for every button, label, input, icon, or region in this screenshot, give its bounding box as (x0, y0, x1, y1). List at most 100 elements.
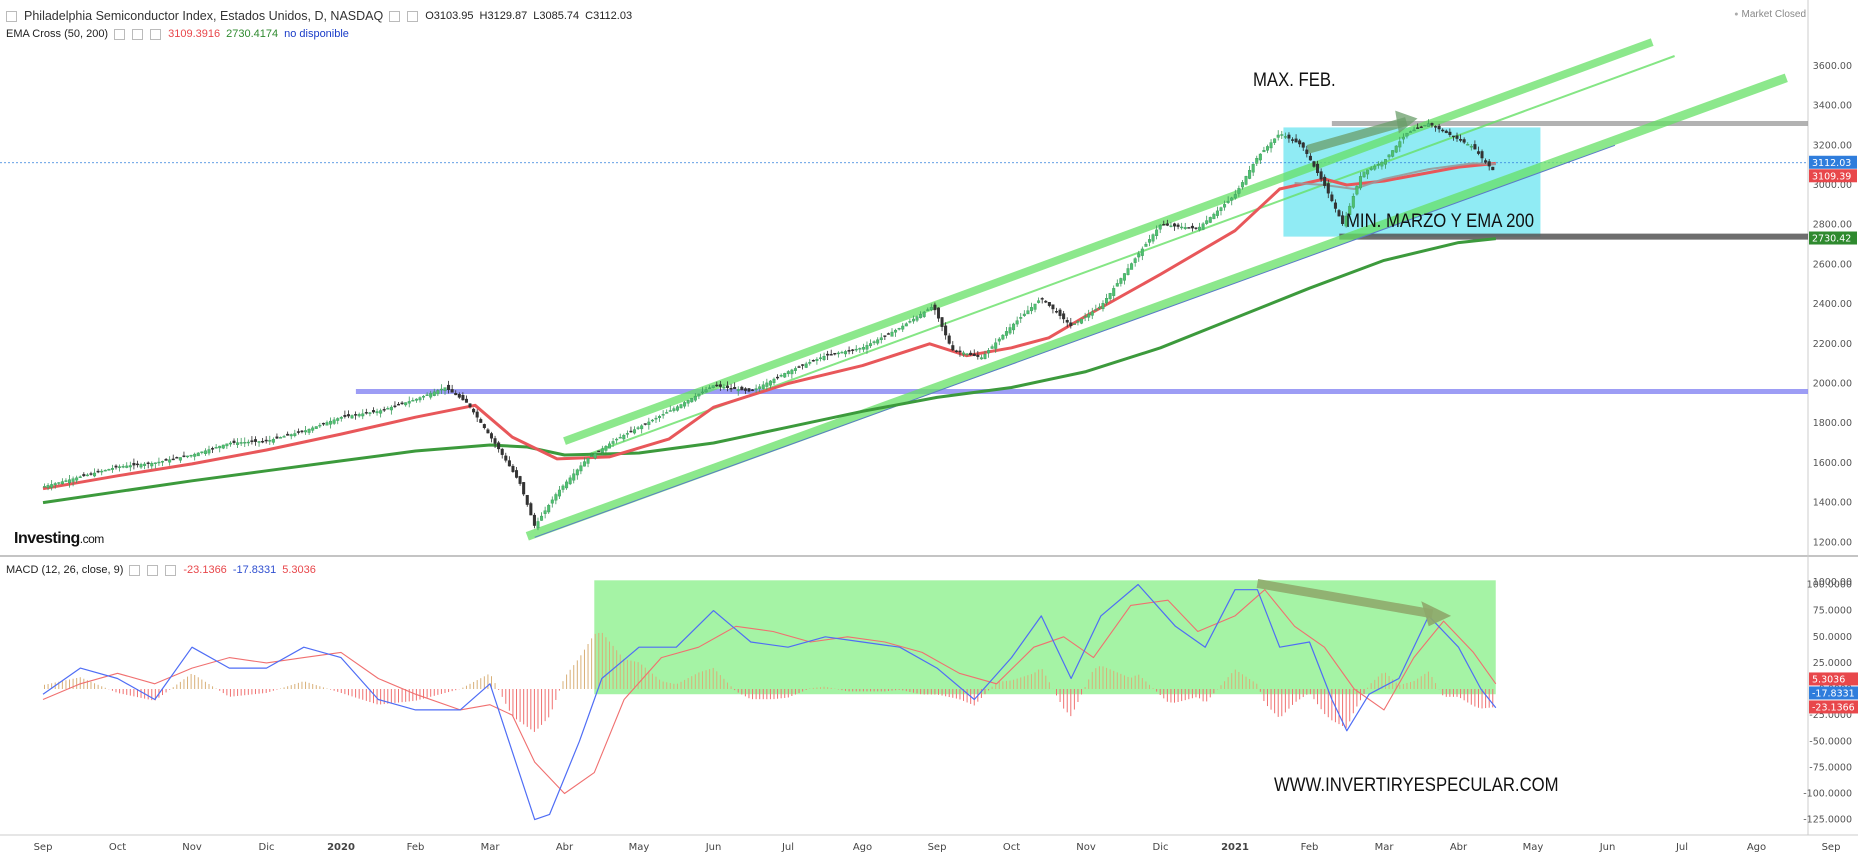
candle-body (904, 323, 908, 327)
candle-body (211, 448, 215, 450)
price-tick-label: 2200.00 (1813, 339, 1852, 350)
candle-body (304, 430, 308, 433)
candle-body (479, 419, 483, 423)
candle-body (1230, 197, 1234, 201)
macd-visibility-icon[interactable] (129, 564, 141, 576)
candle-body (718, 384, 722, 387)
candle-body (954, 350, 958, 352)
candle-body (525, 494, 529, 505)
candle-body (1437, 125, 1441, 130)
candle-body (568, 477, 572, 485)
ema-extra: no disponible (284, 28, 349, 40)
candle-body (425, 394, 429, 396)
ema-remove-icon[interactable] (150, 28, 162, 40)
candle-body (1080, 318, 1084, 324)
candle-body (178, 457, 182, 461)
candle-body (300, 430, 304, 433)
candle-body (1130, 263, 1134, 270)
candle-body (461, 394, 465, 401)
candle-body (776, 376, 780, 379)
candle-body (1037, 300, 1041, 303)
candle-body (532, 514, 536, 526)
candle-body (371, 410, 375, 413)
candle-body (1344, 215, 1348, 227)
settings-icon[interactable] (407, 10, 419, 22)
candle-body (71, 478, 75, 482)
candle-body (1294, 138, 1298, 143)
candle-body (454, 393, 458, 396)
candle-body (572, 473, 576, 481)
candle-body (1022, 313, 1026, 316)
candle-body (411, 400, 415, 402)
candle-body (529, 503, 533, 516)
ema-visibility-icon[interactable] (114, 28, 126, 40)
time-tick-label: May (1523, 842, 1544, 853)
candle-body (225, 443, 229, 447)
candle-body (271, 439, 275, 443)
time-tick-label: Oct (109, 842, 126, 853)
symbol-title: Philadelphia Semiconductor Index, Estado… (24, 9, 384, 23)
collapse-icon[interactable] (6, 10, 17, 22)
candle-body (232, 440, 236, 443)
visibility-icon[interactable] (389, 10, 401, 22)
candle-body (861, 347, 865, 350)
candle-body (665, 412, 669, 414)
candle-body (393, 405, 397, 408)
candle-body (343, 415, 347, 417)
macd-remove-icon[interactable] (165, 564, 177, 576)
time-tick-label: 2021 (1221, 842, 1249, 853)
candle-body (218, 445, 222, 449)
candle-body (1190, 225, 1194, 229)
candle-body (1147, 239, 1151, 243)
candle-body (1326, 183, 1330, 194)
candle-body (1333, 202, 1337, 209)
candle-body (708, 387, 712, 389)
candle-body (1126, 268, 1130, 275)
candle-body (175, 457, 179, 459)
candle-body (1169, 225, 1173, 228)
price-tick-label: 2600.00 (1813, 259, 1852, 270)
candle-body (1072, 323, 1076, 325)
candle-body (1097, 306, 1101, 309)
candle-body (969, 352, 973, 355)
ema200-tag: 2730.42 (1812, 234, 1851, 245)
candle-body (379, 410, 383, 414)
candle-body (636, 427, 640, 429)
candle-body (336, 418, 340, 421)
candle-body (1269, 142, 1273, 149)
candle-body (443, 387, 447, 391)
candle-body (997, 338, 1001, 342)
candle-body (611, 441, 615, 444)
candle-body (951, 345, 955, 351)
candle-body (758, 386, 762, 389)
candle-body (1065, 320, 1069, 323)
candle-body (622, 435, 626, 440)
candle-body (157, 461, 161, 464)
last-price-tag: 3112.03 (1812, 158, 1851, 169)
candle-body (582, 461, 586, 467)
candle-body (150, 463, 154, 467)
candle-body (607, 443, 611, 449)
macd-tick-label: 75.0000 (1813, 606, 1852, 617)
candle-body (1401, 136, 1405, 140)
candle-body (1362, 171, 1366, 178)
candle-body (1351, 196, 1355, 208)
candle-body (75, 477, 79, 481)
macd-legend: MACD (12, 26, close, 9) -23.1366 -17.833… (6, 564, 316, 576)
candle-body (1416, 127, 1420, 129)
ohlc-high: H3129.87 (479, 10, 528, 22)
ema200-line (42, 237, 1496, 505)
candle-body (57, 482, 61, 484)
candle-body (279, 437, 283, 439)
candle-body (1205, 220, 1209, 224)
candle-body (475, 411, 479, 418)
candle-body (833, 352, 837, 355)
candle-body (908, 321, 912, 323)
ema-legend-name: EMA Cross (50, 200) (6, 28, 109, 40)
candle-body (364, 412, 368, 414)
macd-settings-icon[interactable] (147, 564, 159, 576)
candle-body (1298, 140, 1302, 145)
price-tick-label: 3400.00 (1813, 101, 1852, 112)
ema-settings-icon[interactable] (132, 28, 144, 40)
